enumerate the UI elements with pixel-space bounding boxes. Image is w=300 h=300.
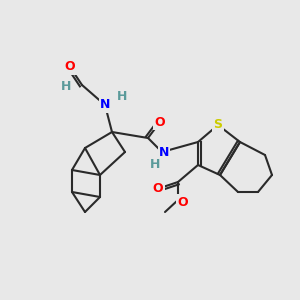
Text: O: O xyxy=(155,116,165,128)
Text: N: N xyxy=(100,98,110,112)
Text: H: H xyxy=(117,89,127,103)
Text: N: N xyxy=(159,146,169,158)
Text: S: S xyxy=(214,118,223,131)
Text: H: H xyxy=(150,158,160,170)
Text: O: O xyxy=(65,61,75,74)
Text: H: H xyxy=(61,80,71,92)
Text: O: O xyxy=(178,196,188,208)
Text: O: O xyxy=(153,182,163,194)
